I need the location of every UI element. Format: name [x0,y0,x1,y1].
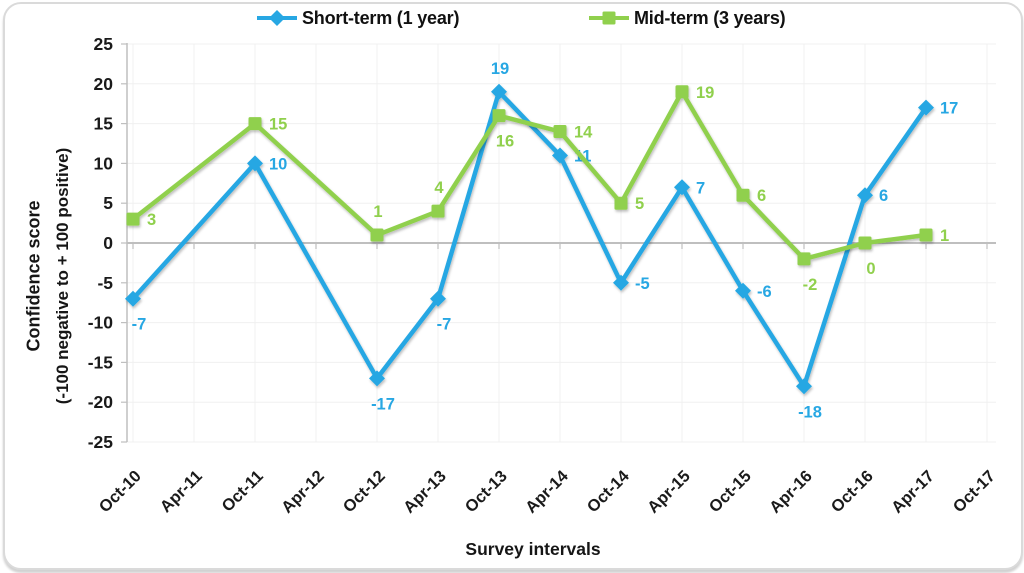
data-label: 17 [940,100,958,118]
x-tick-label: Apr-12 [278,467,328,517]
series-line [130,89,929,389]
legend-item-mid-term: Mid-term (3 years) [588,5,786,31]
data-label: 7 [696,179,705,197]
legend-label-mid-term: Mid-term (3 years) [634,7,786,28]
y-tick-label: -10 [88,313,114,333]
data-point-diamond [491,83,507,100]
data-label: -7 [132,316,147,334]
data-label: 19 [696,84,714,102]
data-label: -5 [635,275,650,293]
legend-line-diamond-icon [257,10,297,26]
y-tick-label: -20 [88,392,114,412]
x-tick-label: Apr-13 [400,467,450,517]
data-point-square [797,252,811,266]
data-point-diamond [125,290,141,307]
data-label: 15 [269,116,287,134]
data-point-diamond [857,187,873,204]
y-tick-label: -25 [88,432,114,452]
data-label: 6 [757,187,766,205]
x-tick-label: Oct-12 [340,467,389,516]
legend-line-square-icon [589,11,629,25]
data-point-square [858,236,872,250]
data-point-square [248,117,262,131]
data-label: 0 [866,260,875,278]
x-tick-label: Oct-17 [950,467,999,516]
x-tick-label: Oct-10 [96,467,145,516]
y-axis-title-line2: (-100 negative to + 100 positive) [53,147,72,405]
data-label: -18 [798,403,822,421]
data-label: 1 [373,203,382,221]
data-point-diamond [430,290,446,307]
data-point-square [431,204,445,218]
series-line [130,89,929,262]
y-tick-label: 25 [94,34,114,54]
data-label: 16 [496,133,514,151]
x-tick-label: Oct-15 [706,467,755,516]
y-tick-label: 10 [94,153,114,173]
x-tick-label: Oct-16 [828,467,877,516]
data-point-square [919,228,933,242]
data-point-diamond [918,99,934,116]
data-point-diamond [552,147,568,164]
data-label: 10 [269,155,287,173]
data-point-square [370,228,384,242]
data-point-diamond [247,155,263,172]
x-tick-label: Oct-14 [584,467,634,517]
data-label: 1 [940,227,949,245]
data-point-diamond [796,378,812,395]
y-tick-label: 15 [94,114,114,134]
x-tick-label: Apr-16 [766,467,816,517]
data-point-diamond [735,282,751,299]
data-label: -17 [371,395,395,413]
y-axis-title-line1: Confidence score [23,200,44,352]
x-tick-label: Oct-13 [462,467,511,516]
data-label: -2 [803,276,818,294]
series-mid-term [126,85,933,266]
data-point-square [553,125,567,139]
y-tick-label: 5 [103,193,113,213]
legend-label-short-term: Short-term (1 year) [302,7,460,28]
data-label: 14 [574,124,593,142]
x-tick-label: Apr-11 [157,467,206,516]
y-tick-label: 0 [103,233,113,253]
data-label: -7 [437,316,452,334]
data-label: 4 [434,179,444,197]
data-point-square [736,188,750,202]
data-point-square [126,212,140,226]
series-short-term [125,83,934,395]
chart-legend: Short-term (1 year) Mid-term (3 years) [0,5,1024,33]
data-point-diamond [369,370,385,387]
data-label: -6 [757,283,772,301]
y-tick-label: 20 [94,74,114,94]
chart-card [3,2,1023,570]
data-label: 5 [635,195,644,213]
x-tick-label: Apr-17 [888,467,938,517]
legend-item-short-term: Short-term (1 year) [256,5,459,31]
x-tick-label: Oct-11 [218,467,266,515]
data-label: 3 [147,211,156,229]
x-tick-label: Apr-14 [522,467,572,517]
y-tick-label: -5 [97,273,113,293]
data-point-diamond [674,179,690,196]
x-axis-title: Survey intervals [465,539,601,559]
data-point-square [675,85,689,99]
data-point-diamond [613,274,629,291]
x-tick-label: Apr-15 [644,467,694,517]
data-label: 19 [491,60,509,78]
data-point-square [492,109,506,123]
y-tick-label: -15 [88,352,114,372]
data-label: 6 [879,187,888,205]
data-point-square [614,196,628,210]
